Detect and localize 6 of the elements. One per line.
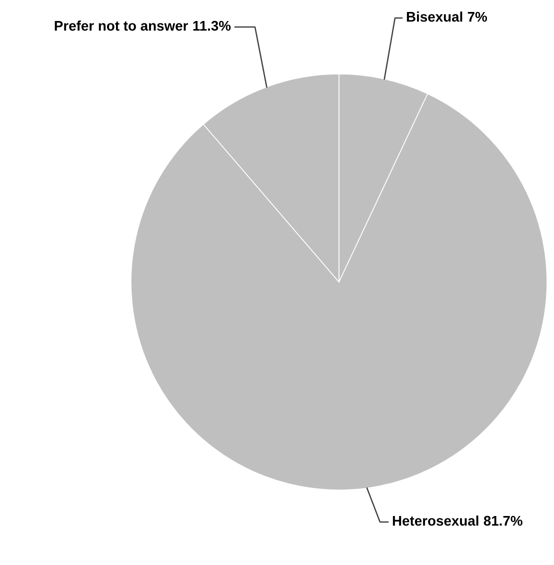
- data-label: 7%: [468, 12, 487, 22]
- slice-label: Bisexual: [406, 12, 462, 22]
- slice-label: Heterosexual: [392, 516, 478, 526]
- data-label: 11.3%: [193, 20, 231, 31]
- data-label: 81.7%: [484, 516, 522, 526]
- slice-label: Prefer not to answer: [54, 20, 188, 31]
